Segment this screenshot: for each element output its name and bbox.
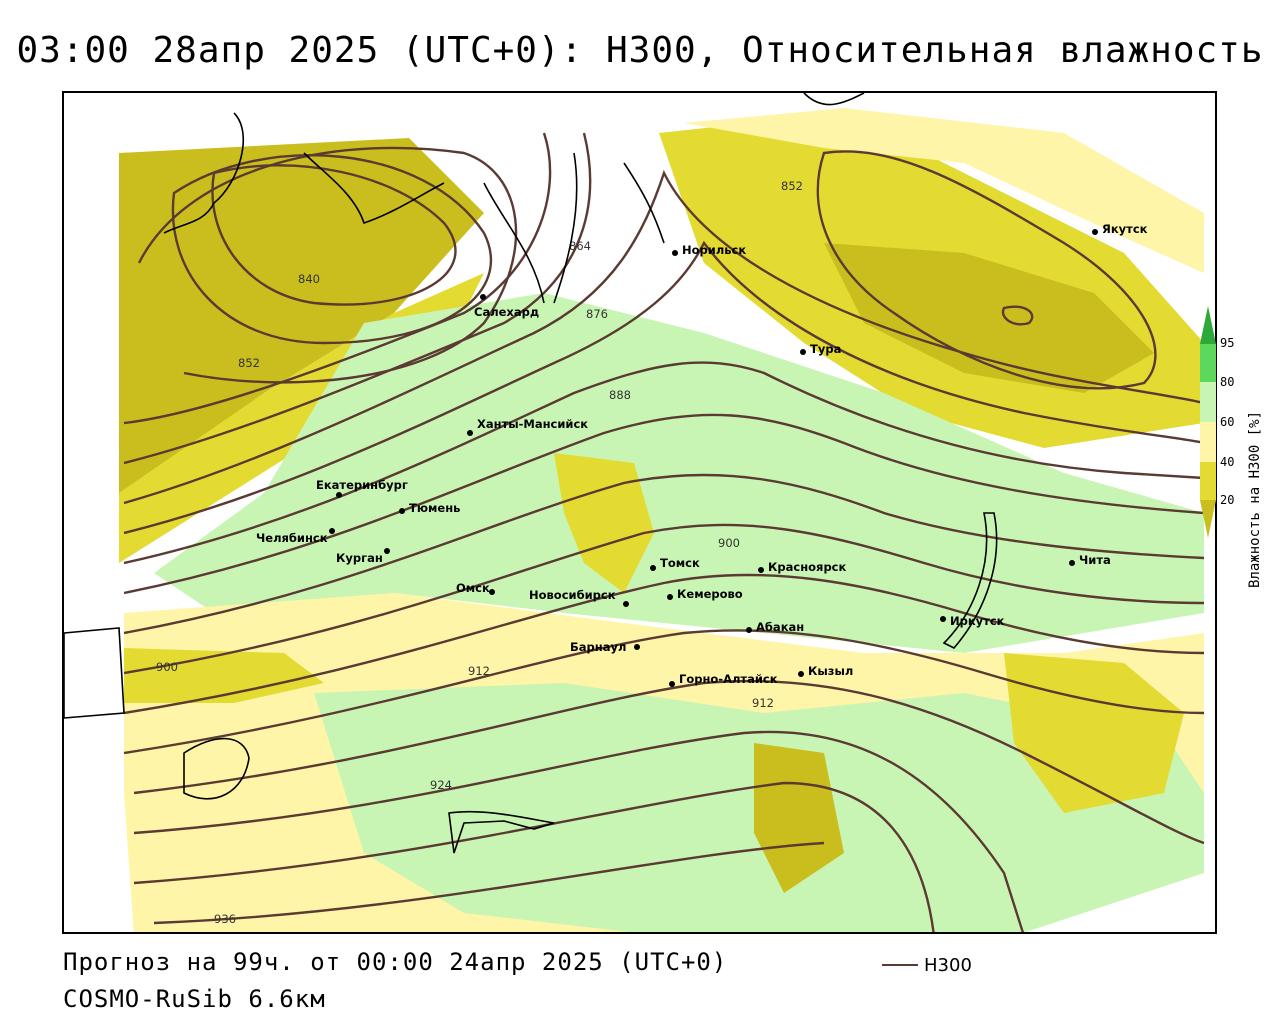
contour-label: 852 — [238, 356, 260, 370]
city-label-khanty-mansiysk: Ханты-Мансийск — [477, 417, 588, 431]
city-label-barnaul: Барнаул — [570, 640, 626, 654]
humidity-area-west-south — [124, 648, 324, 703]
contour-label: 900 — [718, 536, 740, 550]
city-marker-kemerovo — [667, 594, 673, 600]
colorbar-tick: 80 — [1220, 375, 1235, 389]
city-label-kyzyl: Кызыл — [808, 664, 853, 678]
forecast-map: 840 852 852 864 876 888 900 900 912 912 … — [64, 93, 1205, 932]
city-label-krasnoyarsk: Красноярск — [768, 560, 846, 574]
contour-label: 864 — [569, 239, 591, 253]
city-label-tura: Тура — [810, 342, 841, 356]
colorbar-label: Влажность на H300 [%] — [1247, 410, 1263, 588]
humidity-area-center-yellow — [554, 453, 654, 593]
city-label-kurgan: Курган — [336, 551, 383, 565]
map-panel: 840 852 852 864 876 888 900 900 912 912 … — [62, 91, 1217, 934]
contour-label: 840 — [298, 272, 320, 286]
city-marker-yekaterinburg — [336, 492, 342, 498]
contour-label: 876 — [586, 307, 608, 321]
city-label-omsk: Омск — [456, 581, 490, 595]
colorbar-tick: 95 — [1220, 336, 1235, 350]
city-marker-abakan — [746, 627, 752, 633]
humidity-area-southeast — [1004, 653, 1184, 813]
contour-label: 912 — [468, 664, 490, 678]
legend-line-swatch — [882, 964, 918, 966]
humidity-area-left-white — [64, 93, 119, 932]
legend-label: H300 — [924, 954, 972, 976]
city-label-abakan: Абакан — [756, 620, 804, 634]
city-marker-novosibirsk — [623, 601, 629, 607]
city-label-novosibirsk: Новосибирск — [529, 588, 616, 602]
city-marker-gorno-altaysk — [669, 681, 675, 687]
city-marker-yakutsk — [1092, 229, 1098, 235]
city-marker-tura — [800, 349, 806, 355]
coastlines — [64, 93, 998, 854]
city-marker-tyumen — [399, 508, 405, 514]
city-label-tomsk: Томск — [660, 556, 700, 570]
city-markers: Якутск Норильск Салехард Тура Ханты-Манс… — [256, 222, 1148, 687]
city-label-kemerovo: Кемерово — [677, 587, 743, 601]
city-marker-barnaul — [634, 644, 640, 650]
humidity-area-south-dark — [754, 743, 844, 893]
city-label-irkutsk: Иркутск — [950, 614, 1005, 628]
city-label-gorno-altaysk: Горно-Алтайск — [679, 672, 778, 686]
contour-label: 936 — [214, 912, 236, 926]
city-label-tyumen: Тюмень — [409, 501, 460, 515]
city-marker-irkutsk — [940, 616, 946, 622]
city-marker-khanty-mansiysk — [467, 430, 473, 436]
city-label-yekaterinburg: Екатеринбург — [316, 478, 408, 492]
humidity-area-central-green — [154, 293, 1204, 653]
city-marker-tomsk — [650, 565, 656, 571]
humidity-colorbar — [1200, 306, 1216, 538]
colorbar-tick: 40 — [1220, 455, 1235, 469]
city-marker-norilsk — [672, 250, 678, 256]
city-marker-kyzyl — [798, 671, 804, 677]
city-label-salekhard: Салехард — [474, 305, 539, 319]
city-label-chelyabinsk: Челябинск — [256, 531, 328, 545]
city-marker-chelyabinsk — [329, 528, 335, 534]
forecast-info: Прогноз на 99ч. от 00:00 24апр 2025 (UTC… — [63, 948, 728, 976]
city-marker-omsk — [489, 589, 495, 595]
h300-contours — [123, 132, 1205, 932]
contour-label: 912 — [752, 696, 774, 710]
colorbar-tick: 20 — [1220, 493, 1235, 507]
humidity-area-northeast-dark — [824, 243, 1154, 393]
city-marker-chita — [1069, 560, 1075, 566]
contour-legend: H300 — [882, 953, 972, 977]
model-info: COSMO-RuSib 6.6км — [63, 985, 326, 1013]
contour-label: 924 — [430, 778, 452, 792]
city-label-chita: Чита — [1079, 553, 1111, 567]
contour-label: 852 — [781, 179, 803, 193]
city-label-yakutsk: Якутск — [1102, 222, 1148, 236]
city-marker-salekhard — [480, 294, 486, 300]
contour-label: 900 — [156, 660, 178, 674]
city-label-norilsk: Норильск — [682, 243, 746, 257]
humidity-area-northeast-pale — [684, 108, 1204, 273]
humidity-fields — [64, 93, 1204, 932]
map-title: 03:00 28апр 2025 (UTC+0): H300, Относите… — [16, 30, 1264, 71]
colorbar-tick: 60 — [1220, 415, 1235, 429]
city-marker-krasnoyarsk — [758, 567, 764, 573]
contour-label: 888 — [609, 388, 631, 402]
city-marker-kurgan — [384, 548, 390, 554]
contour-labels: 840 852 852 864 876 888 900 900 912 912 … — [156, 179, 803, 926]
